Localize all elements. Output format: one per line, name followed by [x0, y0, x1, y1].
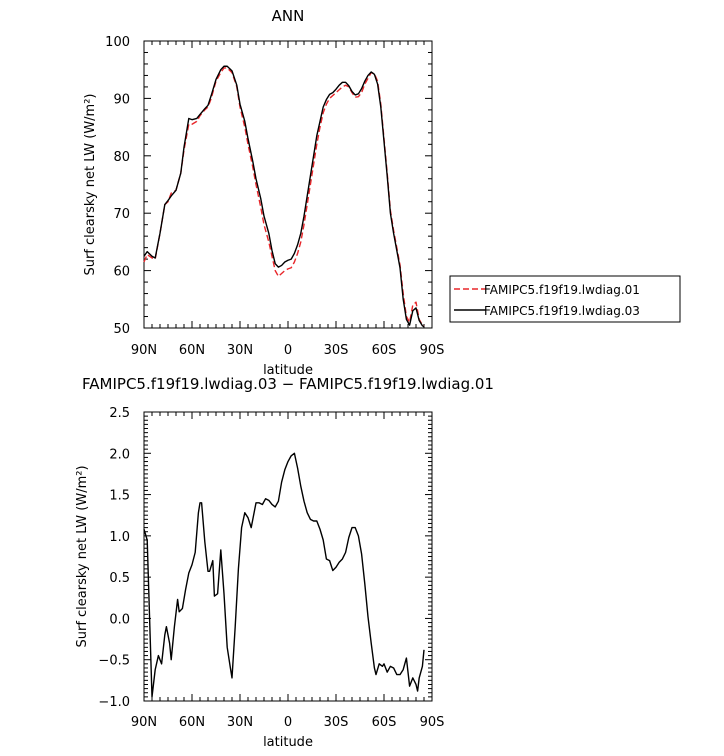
y-tick-label: 1.5	[109, 489, 130, 504]
y-tick-label: 1.0	[109, 530, 130, 545]
x-tick-label: 60S	[372, 343, 397, 358]
chart-panel-1: ANN 90N 60N 30N 0 30S 60S 90S 50 60 70 80 90 100 latit…	[83, 7, 444, 378]
y-axis-label: Surf clearsky net LW (W/m²)	[75, 465, 90, 647]
y-tick-label: 50	[113, 322, 130, 337]
legend-label: FAMIPC5.f19f19.lwdiag.03	[484, 304, 640, 318]
x-tick-label: 30S	[324, 343, 349, 358]
x-tick-label: 30S	[324, 715, 349, 730]
x-tick-label: 0	[284, 343, 292, 358]
x-tick-label: 90S	[420, 715, 445, 730]
y-tick-label: −0.5	[98, 654, 130, 669]
y-tick-label: 2.0	[109, 447, 130, 462]
y-tick-label: 2.5	[109, 406, 130, 421]
x-tick-label: 90S	[420, 343, 445, 358]
series-line-famipc5-f19f19-lwdiag-01	[143, 67, 425, 327]
y-tick-label: 0.0	[109, 612, 130, 627]
chart-title: ANN	[272, 7, 305, 25]
y-tick-label: 60	[113, 265, 130, 280]
x-tick-label: 0	[284, 715, 292, 730]
x-tick-label: 30N	[227, 715, 253, 730]
y-tick-label: 80	[113, 150, 130, 165]
x-tick-label: 60S	[372, 715, 397, 730]
x-tick-label: 30N	[227, 343, 253, 358]
y-tick-label: 70	[113, 207, 130, 222]
legend-label: FAMIPC5.f19f19.lwdiag.01	[484, 283, 640, 297]
legend-box	[449, 275, 681, 323]
y-tick-label: −1.0	[98, 695, 130, 710]
x-axis-label: latitude	[263, 735, 313, 750]
x-axis-ticks	[143, 41, 433, 328]
legend: FAMIPC5.f19f19.lwdiag.01 FAMIPC5.f19f19.l…	[449, 275, 681, 323]
plot-frame	[143, 411, 433, 702]
y-tick-label: 90	[113, 92, 130, 107]
x-tick-label: 90N	[131, 343, 157, 358]
x-axis-ticks	[143, 412, 433, 701]
x-axis-label: latitude	[263, 363, 313, 378]
x-tick-label: 90N	[131, 715, 157, 730]
y-tick-label: 0.5	[109, 571, 130, 586]
series-line-famipc5-f19f19-lwdiag-03	[143, 65, 425, 328]
x-tick-label: 60N	[179, 343, 205, 358]
chart-panel-2: FAMIPC5.f19f19.lwdiag.03 − FAMIPC5.f19f1…	[75, 375, 494, 750]
x-tick-label: 60N	[179, 715, 205, 730]
y-axis-label: Surf clearsky net LW (W/m²)	[83, 93, 98, 275]
series-line-difference	[143, 452, 425, 698]
y-tick-label: 100	[105, 35, 130, 50]
chart-title: FAMIPC5.f19f19.lwdiag.03 − FAMIPC5.f19f1…	[82, 375, 494, 393]
y-axis-ticks	[144, 411, 432, 702]
